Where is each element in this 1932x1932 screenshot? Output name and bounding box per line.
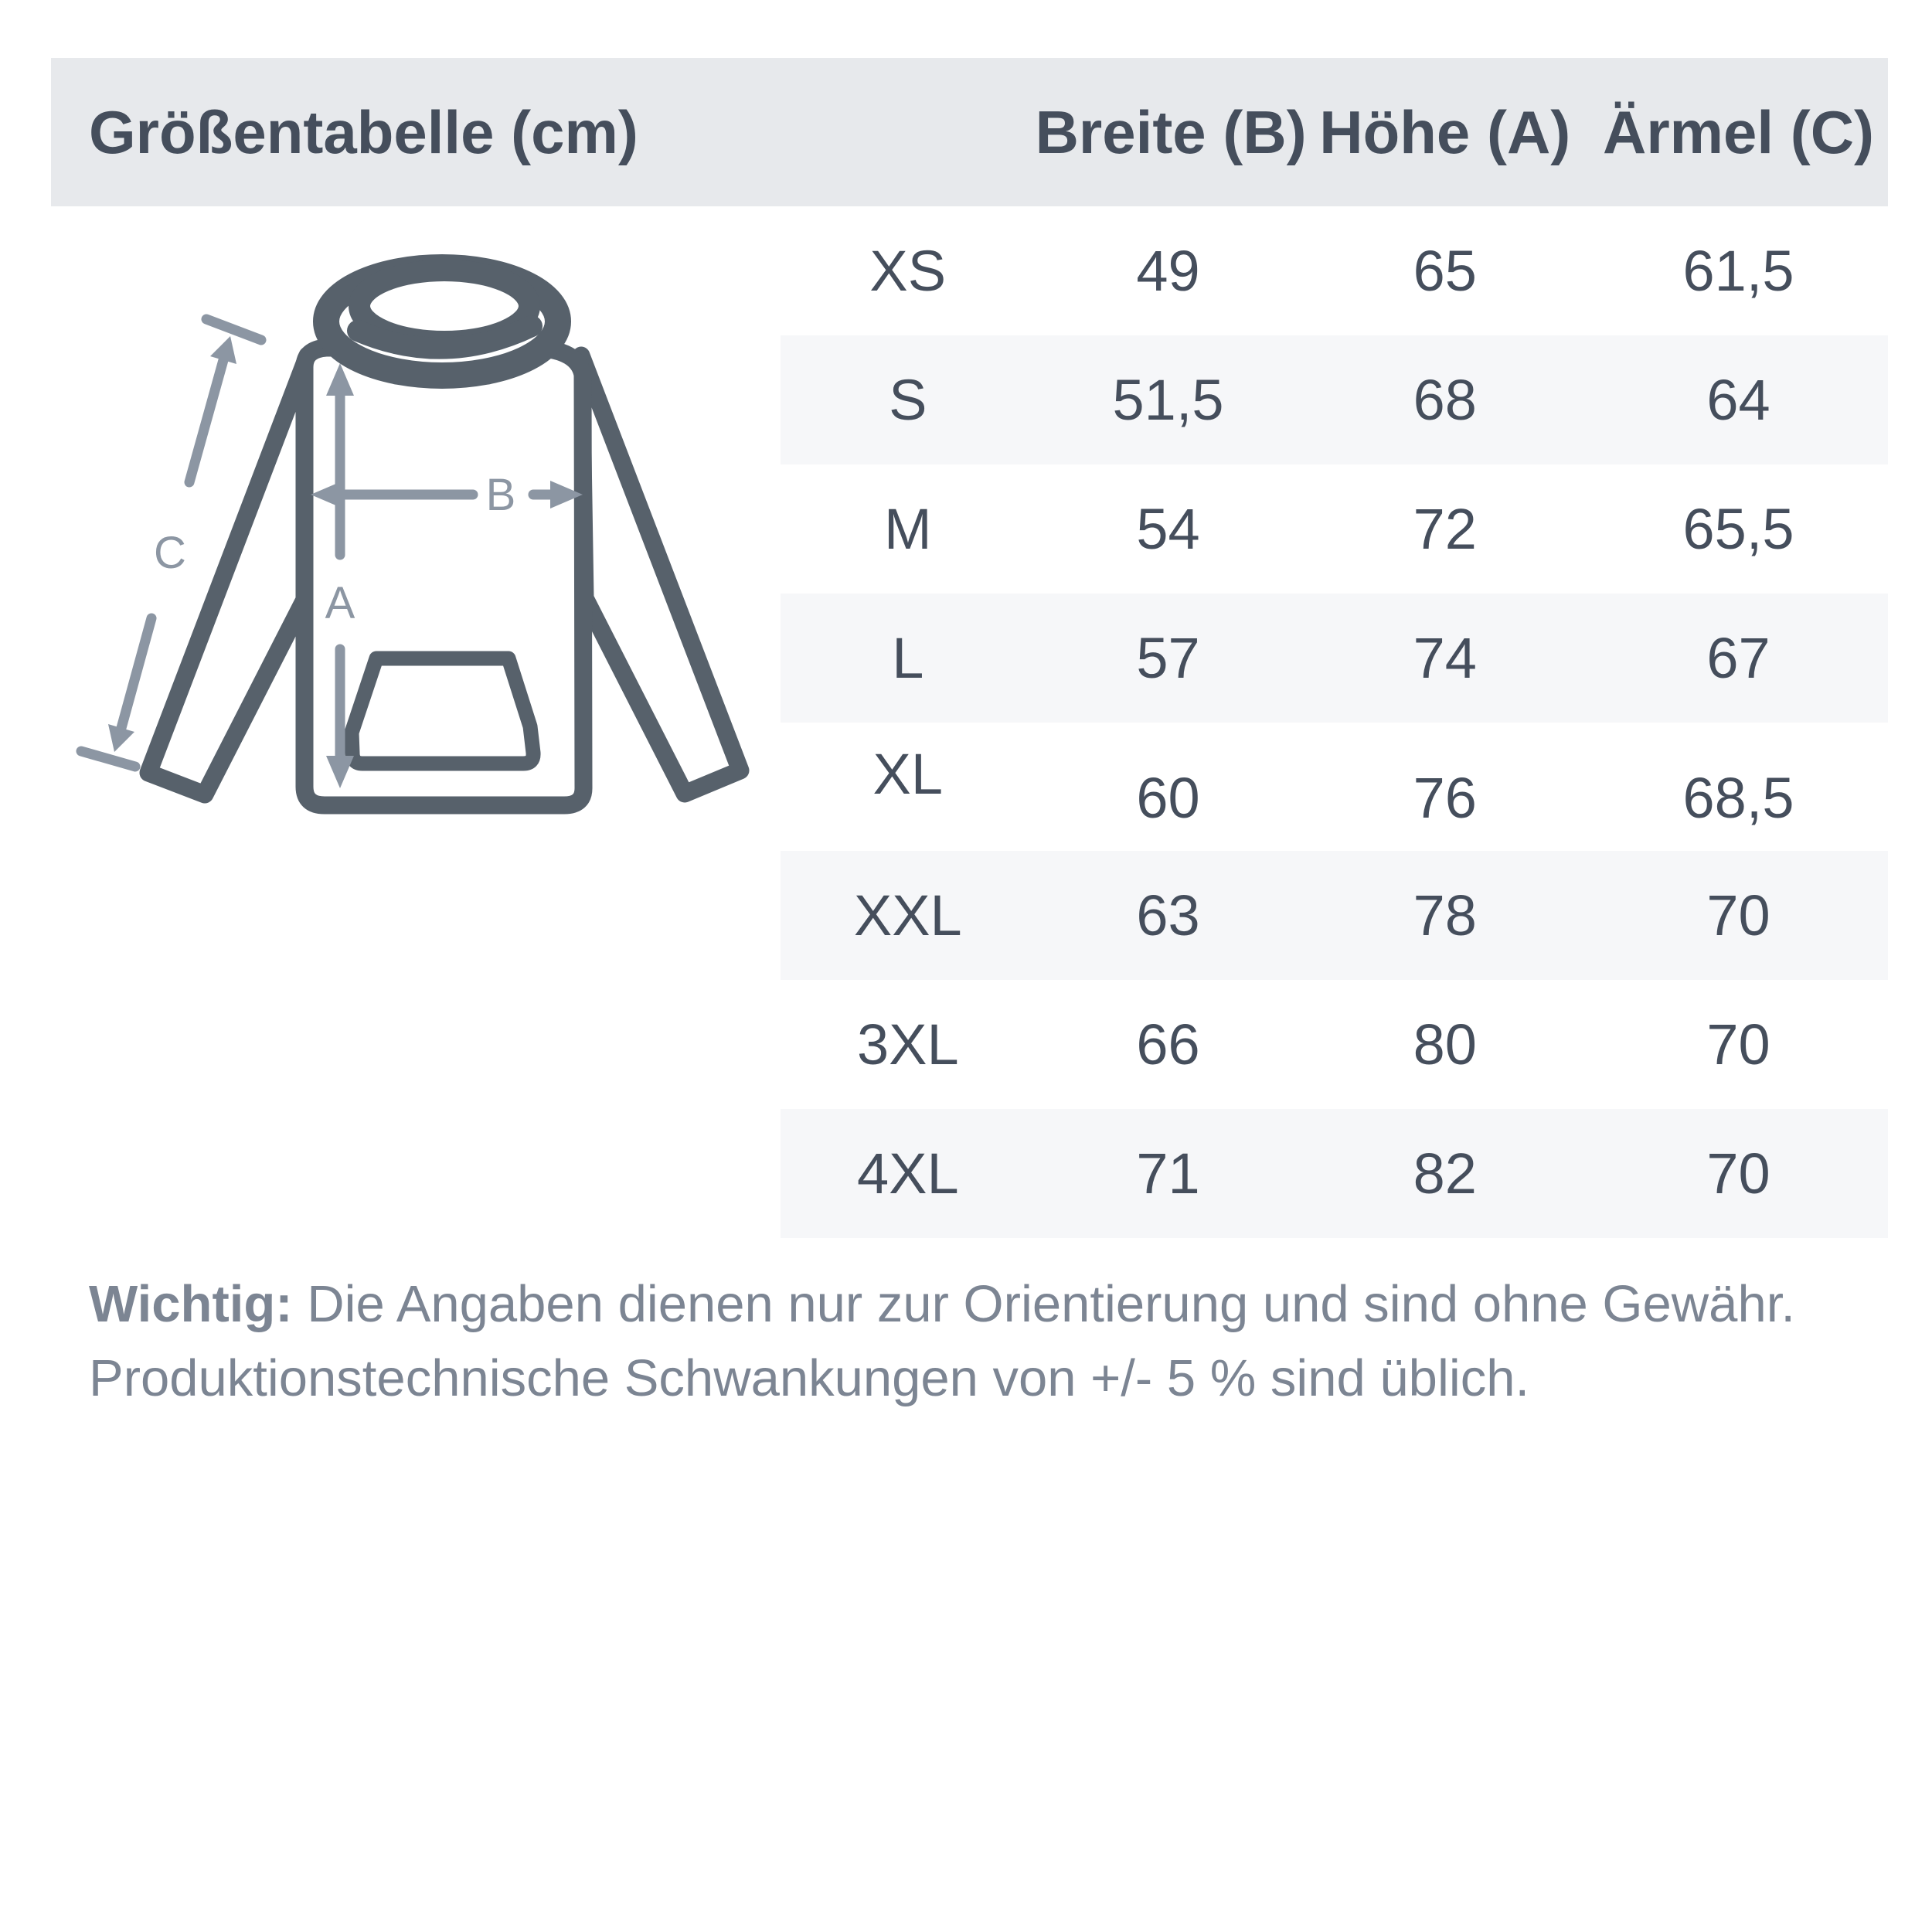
arrow-a-head-up bbox=[326, 363, 354, 396]
table-row: L 57 74 67 bbox=[781, 593, 1888, 723]
arrow-b-head-right bbox=[550, 481, 583, 509]
hoehe-value: 68 bbox=[1413, 367, 1477, 432]
table-row: 3XL 66 80 70 bbox=[781, 980, 1888, 1109]
column-headers: Breite (B) Höhe (A) Ärmel (C) bbox=[781, 58, 1888, 206]
table-row: 4XL 71 82 70 bbox=[781, 1109, 1888, 1238]
aermel-value: 68,5 bbox=[1682, 766, 1794, 831]
disclaimer-line-2: Produktionstechnische Schwankungen von +… bbox=[89, 1349, 1530, 1407]
hood bbox=[313, 254, 571, 389]
aermel-value: 61,5 bbox=[1682, 238, 1794, 303]
right-sleeve bbox=[572, 346, 750, 803]
table-row: M 54 72 65,5 bbox=[781, 464, 1888, 594]
hoehe-value: 65 bbox=[1413, 238, 1477, 303]
hoehe-value: 76 bbox=[1413, 766, 1477, 831]
column-header-aermel: Ärmel (C) bbox=[1602, 97, 1875, 166]
hoehe-value: 82 bbox=[1413, 1141, 1477, 1206]
table-row: XL 60 76 68,5 bbox=[781, 723, 1888, 852]
aermel-value: 70 bbox=[1706, 883, 1770, 948]
hoehe-value: 78 bbox=[1413, 883, 1477, 948]
table-row: XS 49 65 61,5 bbox=[781, 206, 1888, 335]
breite-value: 49 bbox=[1136, 238, 1200, 303]
size-label: XXL bbox=[853, 883, 962, 948]
size-label: M bbox=[883, 496, 932, 561]
column-header-hoehe: Höhe (A) bbox=[1319, 97, 1571, 166]
aermel-value: 67 bbox=[1706, 625, 1770, 690]
table-row: S 51,5 68 64 bbox=[781, 335, 1888, 464]
arrow-c-tick-top bbox=[201, 314, 267, 345]
breite-value: 51,5 bbox=[1112, 367, 1224, 432]
table-row: XXL 63 78 70 bbox=[781, 851, 1888, 981]
aermel-value: 70 bbox=[1706, 1141, 1770, 1206]
breite-value: 54 bbox=[1136, 496, 1200, 561]
size-table: XS 49 65 61,5 S 51,5 68 64 M 54 72 65,5 … bbox=[781, 206, 1888, 1238]
aermel-value: 65,5 bbox=[1682, 496, 1794, 561]
page-title: Größentabelle (cm) bbox=[89, 97, 638, 166]
arrow-c-head-up bbox=[210, 336, 236, 364]
column-header-breite: Breite (B) bbox=[1035, 97, 1307, 166]
breite-value: 60 bbox=[1136, 766, 1200, 831]
arrow-c-shaft-top bbox=[184, 355, 229, 488]
size-label: 3XL bbox=[856, 1012, 959, 1077]
disclaimer-line-1: Wichtig: Die Angaben dienen nur zur Orie… bbox=[89, 1267, 1897, 1342]
kangaroo-pocket bbox=[344, 651, 541, 771]
dimension-label-a: A bbox=[325, 578, 355, 628]
arrow-c-shaft-bottom bbox=[116, 613, 157, 733]
hoodie-measurement-diagram: A B C bbox=[76, 254, 750, 815]
breite-value: 66 bbox=[1136, 1012, 1200, 1077]
disclaimer-text-1: Die Angaben dienen nur zur Orientierung … bbox=[292, 1275, 1795, 1333]
dimension-label-b: B bbox=[486, 470, 516, 520]
hoehe-value: 72 bbox=[1413, 496, 1477, 561]
aermel-value: 64 bbox=[1706, 367, 1770, 432]
size-label: XL bbox=[872, 742, 944, 807]
size-label: XS bbox=[869, 238, 947, 303]
breite-value: 63 bbox=[1136, 883, 1200, 948]
size-label: L bbox=[892, 625, 924, 690]
disclaimer-note: Wichtig: Die Angaben dienen nur zur Orie… bbox=[89, 1267, 1897, 1416]
arrow-c-head-down bbox=[108, 724, 134, 752]
disclaimer-bold-label: Wichtig: bbox=[89, 1275, 293, 1333]
hoehe-value: 74 bbox=[1413, 625, 1477, 690]
table-header-band: Größentabelle (cm) Breite (B) Höhe (A) Ä… bbox=[51, 58, 1888, 206]
arrow-c-tick-bottom bbox=[76, 746, 141, 772]
arrow-a-head-down bbox=[326, 756, 354, 788]
size-label: S bbox=[889, 367, 927, 432]
size-label: 4XL bbox=[856, 1141, 959, 1206]
breite-value: 57 bbox=[1136, 625, 1200, 690]
hoehe-value: 80 bbox=[1413, 1012, 1477, 1077]
dimension-label-c: C bbox=[154, 528, 186, 578]
aermel-value: 70 bbox=[1706, 1012, 1770, 1077]
breite-value: 71 bbox=[1136, 1141, 1200, 1206]
arrow-b-head-left bbox=[311, 481, 343, 509]
